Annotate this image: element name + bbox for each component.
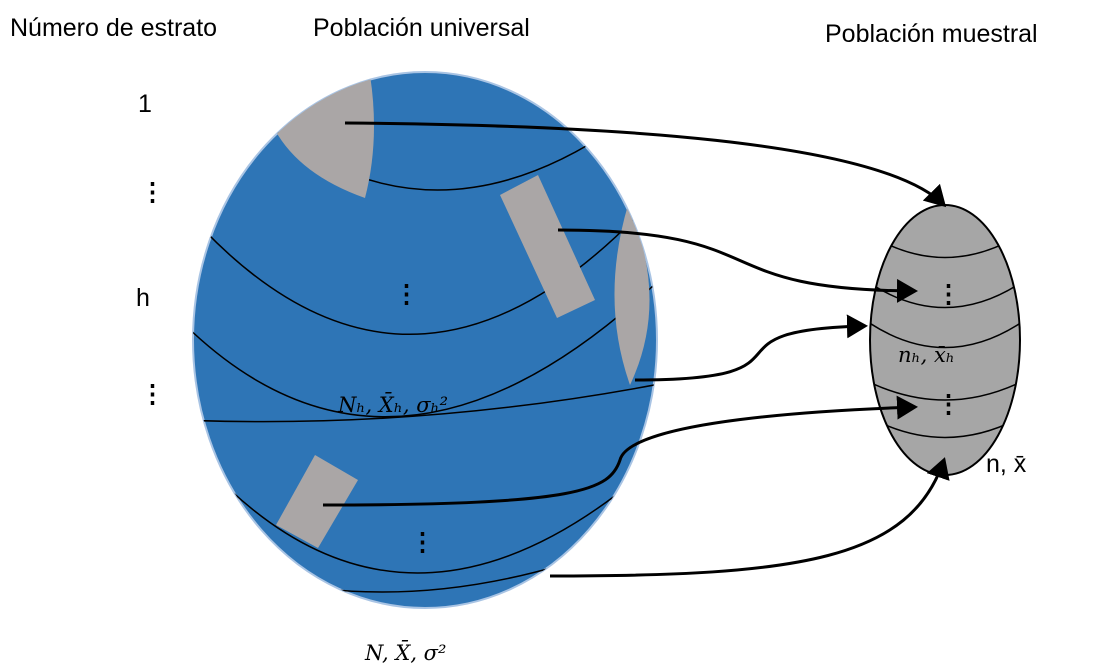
stratum-number-header: Número de estrato bbox=[10, 14, 217, 42]
stratum-dots: ⋮ bbox=[410, 528, 435, 556]
universal-header: Población universal bbox=[313, 14, 530, 42]
sample-dots: ⋮ bbox=[936, 390, 961, 418]
stratum-label: 1 bbox=[138, 90, 152, 118]
sample-stratum-stats: nₕ, x̄ₕ bbox=[898, 343, 955, 367]
stratum-label: ⋮ bbox=[140, 178, 165, 206]
stratum-label: ⋮ bbox=[140, 380, 165, 408]
sample-header: Población muestral bbox=[825, 20, 1038, 48]
population-stats: N, X̄, σ² bbox=[364, 640, 446, 665]
stratum-stats: Nₕ, X̄ₕ, σₕ² bbox=[337, 392, 448, 417]
arrow bbox=[549, 457, 950, 578]
stratum-dots: ⋮ bbox=[394, 280, 419, 308]
arrow bbox=[322, 395, 918, 507]
arrow bbox=[634, 314, 868, 382]
sample-dots: ⋮ bbox=[936, 280, 961, 308]
arrow bbox=[344, 121, 947, 208]
strata bbox=[193, 75, 657, 593]
arrow bbox=[557, 228, 918, 303]
sample-stats: n, x̄ bbox=[986, 450, 1027, 478]
sample-population bbox=[869, 204, 1021, 476]
stratum-label: h bbox=[136, 284, 150, 312]
